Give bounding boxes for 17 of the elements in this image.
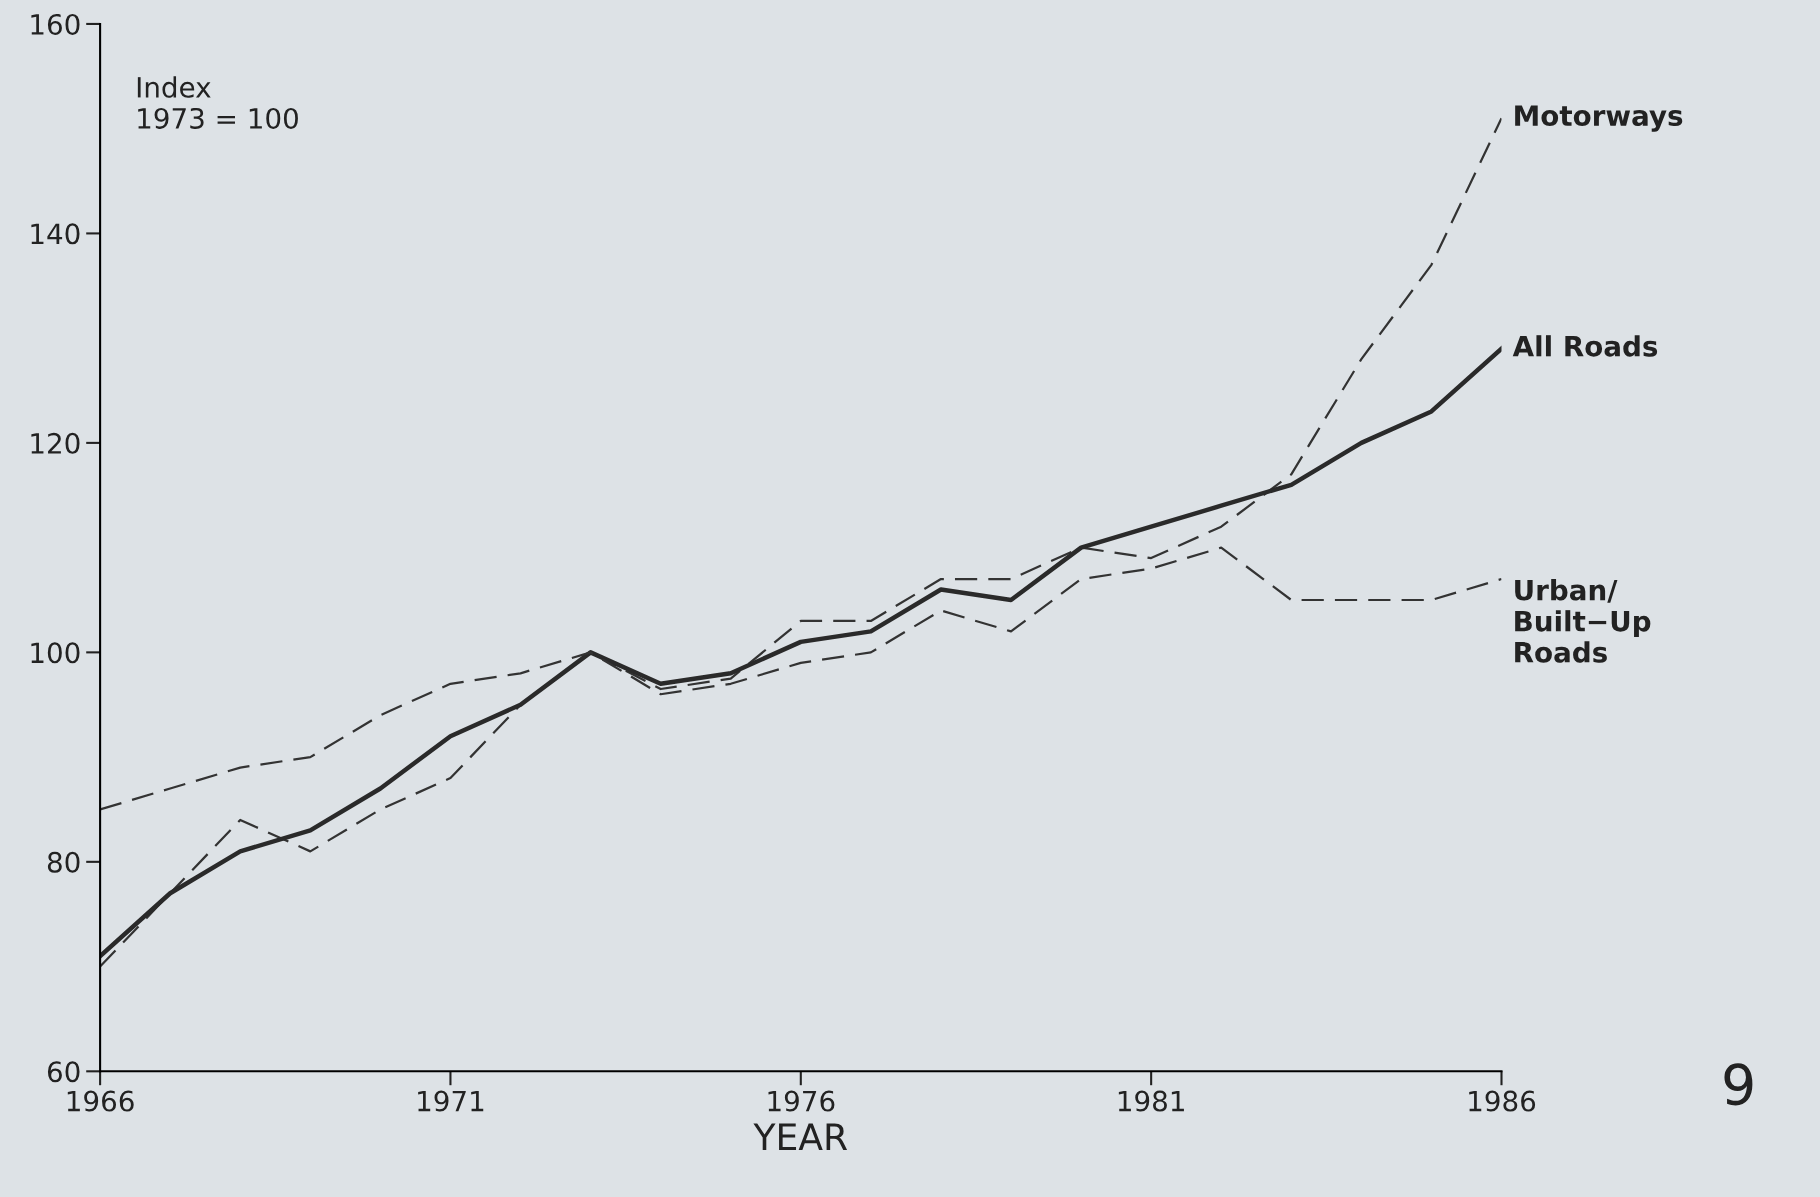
y-tick-label: 100 (31, 642, 80, 664)
x-tick-label: 1971 (418, 1090, 484, 1112)
series-label: Motorways (1515, 105, 1683, 132)
y-tick-label: 160 (31, 13, 80, 35)
y-tick-label: 80 (47, 851, 80, 873)
x-tick-label: 1976 (768, 1090, 835, 1112)
y-tick-label: 140 (31, 223, 80, 245)
y-tick-label: 120 (31, 432, 80, 454)
series-label: All Roads (1512, 335, 1658, 357)
annotation: Index 1973 = 100 (137, 76, 298, 129)
y-tick-label: 60 (47, 1061, 80, 1083)
series-label: Urban/ Built−Up Roads (1515, 579, 1651, 663)
x-tick-label: 1966 (67, 1090, 134, 1112)
x-tick-label: 1981 (1118, 1090, 1184, 1112)
x-axis-title: YEAR (753, 1123, 848, 1150)
text: 9 (1724, 1063, 1753, 1106)
x-tick-label: 1986 (1469, 1090, 1536, 1112)
